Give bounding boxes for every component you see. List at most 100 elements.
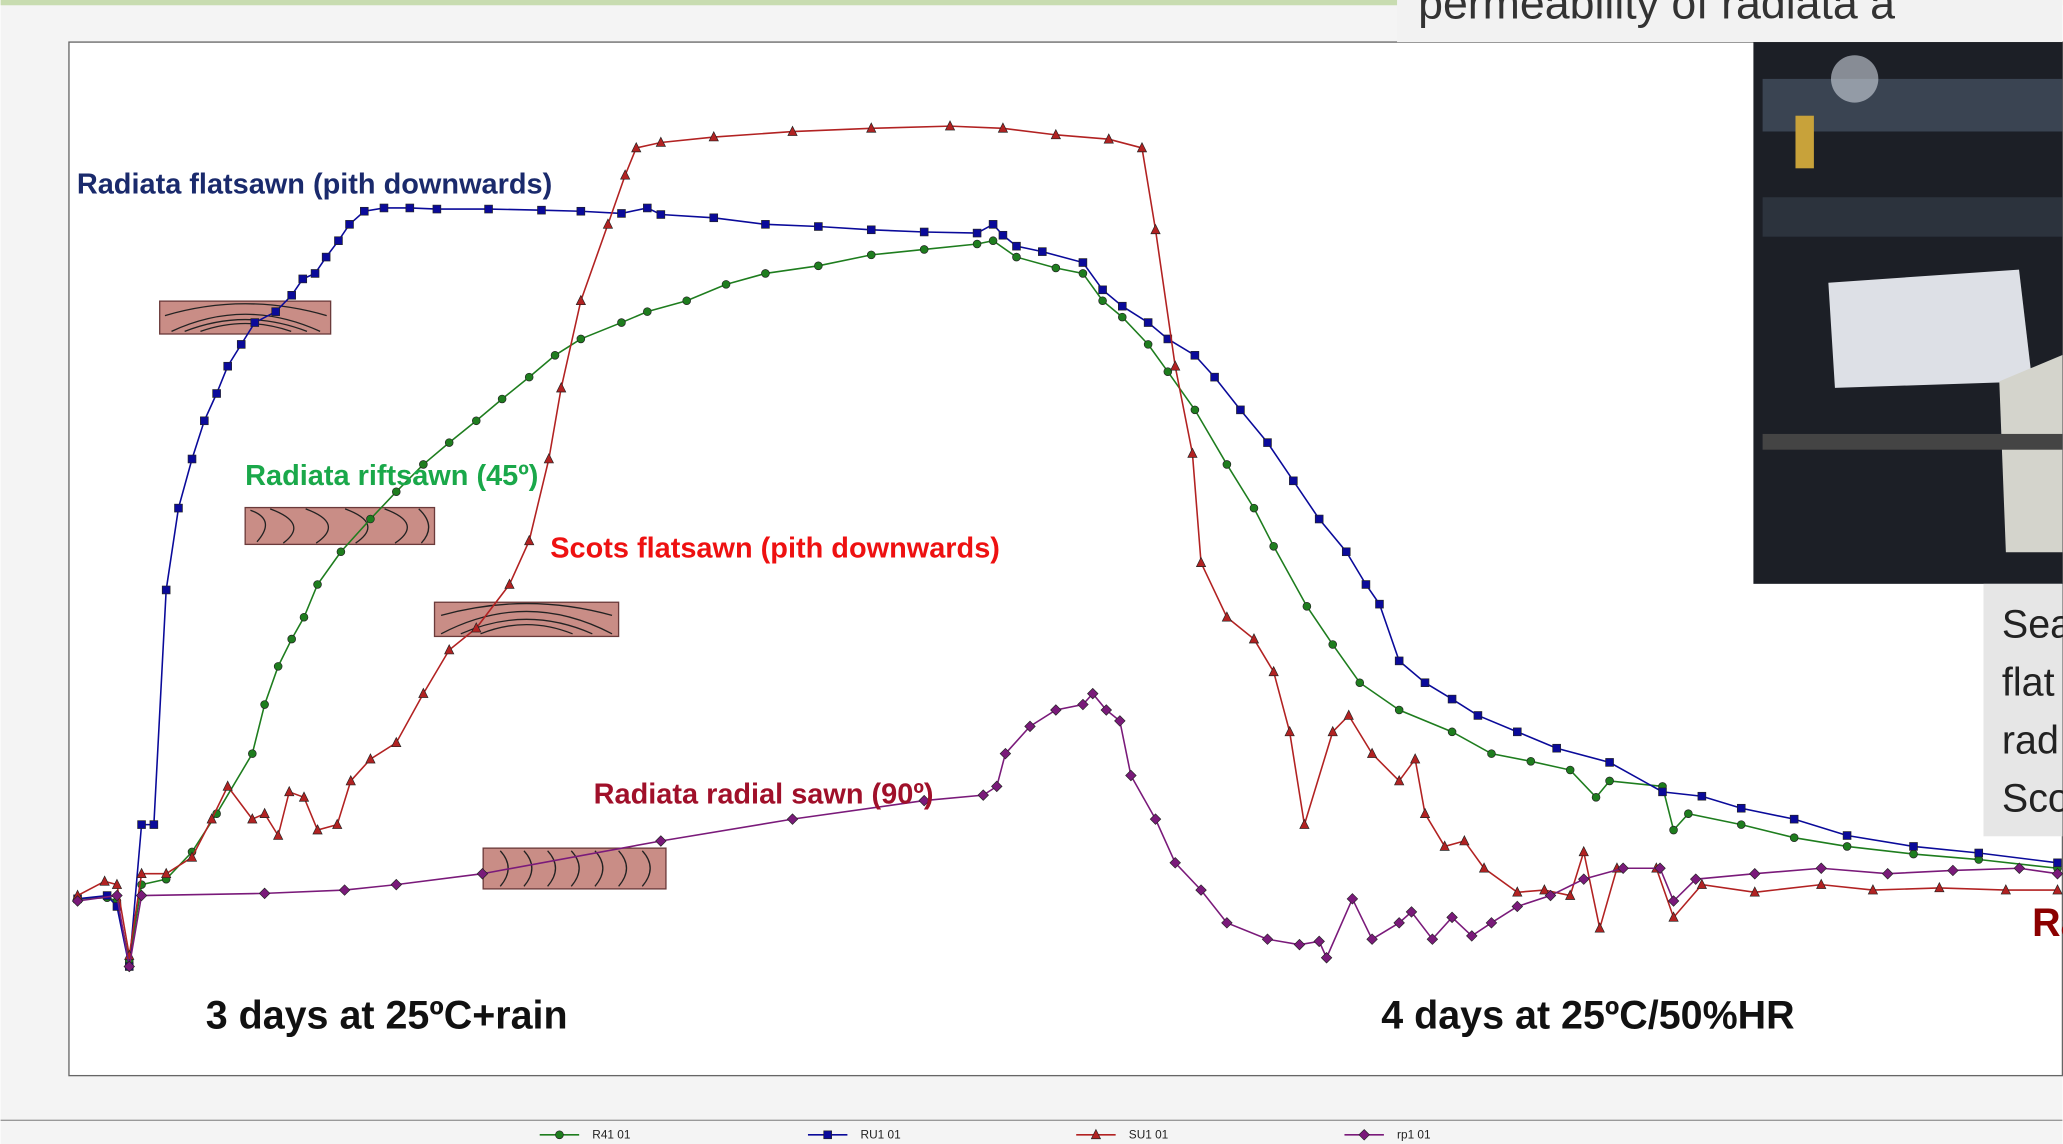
marker (1668, 911, 1679, 922)
marker (972, 239, 982, 249)
marker (1909, 842, 1918, 851)
marker (1394, 705, 1404, 715)
marker (444, 438, 454, 447)
marker (2051, 867, 2063, 880)
plot-area (68, 41, 2063, 1077)
marker (1749, 867, 1761, 880)
marker (1149, 813, 1162, 825)
series-line (77, 239, 2058, 962)
legend-label: R41 01 (592, 1128, 630, 1142)
marker (1842, 842, 1852, 851)
marker (236, 340, 246, 349)
marker (1842, 831, 1852, 840)
top-strip (0, 0, 2063, 6)
marker (1594, 922, 1605, 933)
marker (390, 878, 403, 891)
marker (1341, 547, 1351, 557)
side-line: Sea (2002, 603, 2063, 647)
series-line (77, 692, 2058, 967)
marker (1591, 793, 1601, 802)
marker (2053, 858, 2062, 868)
marker (1394, 774, 1405, 786)
marker (1051, 263, 1061, 273)
marker (620, 169, 631, 180)
legend-label: RU1 01 (861, 1128, 901, 1142)
annotation: Radiata radial sawn (90º) (594, 778, 934, 810)
photo (1753, 42, 2063, 584)
marker (1114, 715, 1126, 727)
marker (161, 585, 171, 595)
series-line (77, 207, 2058, 967)
marker (1410, 753, 1421, 764)
marker (1284, 725, 1295, 737)
marker (99, 875, 110, 886)
marker (1815, 862, 1827, 874)
marker (1313, 935, 1325, 948)
marker (186, 851, 198, 862)
marker (418, 687, 429, 698)
marker (1320, 952, 1333, 964)
marker (682, 296, 691, 306)
slide-title: permeability of radiata a (1418, 0, 1895, 28)
marker (919, 227, 929, 237)
marker (1170, 360, 1181, 371)
annotation: 3 days at 25ºC+rain (206, 993, 568, 1037)
marker (497, 394, 507, 404)
marker (298, 274, 308, 284)
marker (1696, 878, 1708, 889)
marker (524, 534, 535, 546)
marker (206, 813, 217, 824)
marker (149, 820, 159, 829)
marker (1749, 886, 1760, 897)
marker (1366, 933, 1378, 945)
marker (310, 269, 320, 278)
marker (174, 503, 183, 513)
marker (2013, 862, 2026, 874)
marker (1343, 709, 1354, 720)
marker (1118, 301, 1127, 311)
marker (1789, 814, 1799, 824)
marker (1419, 807, 1431, 818)
wood-icons (159, 300, 667, 890)
marker (1565, 889, 1576, 900)
marker (2000, 884, 2011, 895)
marker (1654, 862, 1666, 874)
marker (379, 203, 389, 213)
marker (1667, 895, 1680, 907)
marker (1669, 825, 1678, 835)
marker (471, 416, 481, 426)
marker (617, 318, 626, 327)
marker (287, 634, 296, 644)
legend: R41 01 RU1 01 SU1 01 rp1 01 (539, 1128, 1431, 1142)
marker (1684, 809, 1693, 818)
wood-riftsawn-icon (244, 506, 436, 546)
wood-flatsawn-icon (159, 300, 332, 335)
marker (299, 612, 309, 622)
marker (1125, 769, 1137, 782)
series-layer (71, 120, 2063, 973)
marker (1544, 889, 1557, 902)
marker (1103, 133, 1114, 144)
side-line: flat (2002, 661, 2055, 705)
marker (332, 818, 343, 829)
marker (1038, 247, 1047, 256)
marker (1539, 884, 1550, 895)
marker (866, 122, 877, 133)
marker (655, 835, 667, 847)
marker (1248, 633, 1260, 644)
marker (708, 131, 719, 142)
marker (334, 236, 343, 245)
marker (1394, 656, 1404, 666)
marker (1078, 269, 1088, 278)
marker (1789, 833, 1799, 842)
marker (1012, 241, 1021, 251)
marker (1466, 930, 1478, 942)
marker (1328, 640, 1337, 649)
marker (866, 250, 876, 260)
marker (419, 460, 428, 469)
marker (1302, 602, 1312, 611)
marker (1098, 296, 1107, 306)
marker (298, 791, 310, 802)
marker (1617, 862, 1629, 874)
marker (576, 334, 586, 344)
